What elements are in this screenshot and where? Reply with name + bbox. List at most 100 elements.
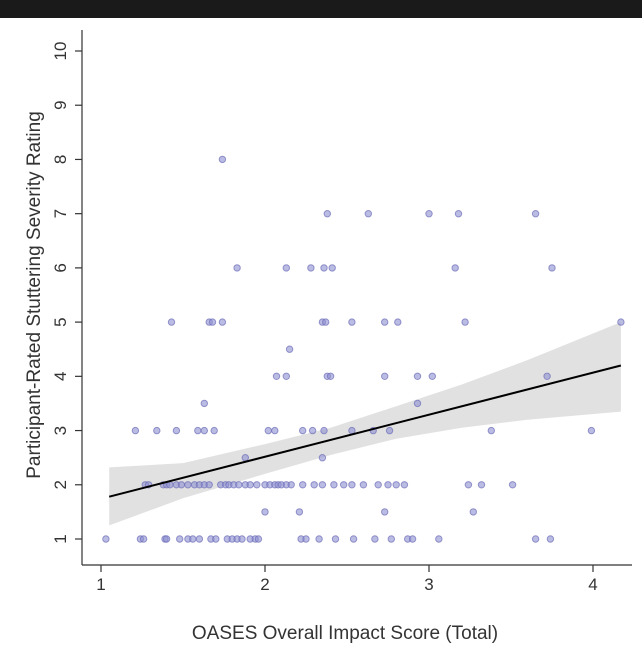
data-point (464, 481, 473, 489)
y-tick-label: 2 (51, 480, 70, 489)
x-tick-label: 4 (588, 575, 597, 594)
x-tick-label: 3 (424, 575, 433, 594)
data-point (454, 210, 463, 218)
data-point (435, 535, 443, 543)
data-point (318, 481, 327, 489)
data-point (210, 426, 218, 435)
data-point (254, 535, 263, 543)
data-point (200, 399, 209, 408)
data-point (385, 426, 394, 435)
data-point (477, 481, 486, 489)
data-point (617, 318, 625, 326)
data-point (189, 535, 197, 543)
x-tick-label: 2 (260, 575, 269, 594)
data-point (139, 535, 148, 543)
data-point (374, 481, 382, 489)
data-point (392, 481, 400, 489)
data-point (451, 264, 459, 272)
data-point (176, 535, 184, 543)
y-tick-label: 1 (51, 534, 70, 543)
data-point (177, 481, 186, 489)
data-point (194, 426, 202, 435)
data-point (235, 481, 243, 489)
confidence-band-layer (109, 322, 621, 526)
data-point (299, 426, 307, 435)
data-point (307, 264, 315, 272)
confidence-band (109, 322, 621, 526)
data-point (348, 481, 356, 489)
data-point (359, 481, 368, 489)
data-point (413, 372, 422, 380)
data-point (153, 426, 161, 435)
x-axis-title: OASES Overall Impact Score (Total) (192, 623, 498, 644)
data-point (394, 318, 402, 326)
data-point (371, 535, 379, 543)
tick-labels: 1 2 3 4 5 6 7 8 9 10 1 2 3 4 (51, 42, 598, 594)
data-point (218, 155, 227, 164)
data-point (322, 318, 330, 326)
data-point (102, 535, 110, 543)
data-point (384, 481, 392, 489)
y-tick-label: 6 (51, 263, 70, 272)
data-point (326, 372, 335, 380)
data-point (469, 508, 477, 516)
data-point (200, 426, 209, 435)
data-point (287, 481, 295, 489)
data-point (413, 399, 422, 408)
data-point (167, 318, 176, 326)
data-point (487, 426, 495, 435)
data-point (212, 535, 220, 543)
data-point (205, 481, 213, 489)
data-point (271, 426, 279, 435)
data-point (381, 318, 389, 326)
data-point (308, 426, 317, 435)
data-point (310, 481, 318, 489)
data-point (330, 481, 338, 489)
data-point (320, 264, 328, 272)
data-point (400, 481, 409, 489)
y-tick-label: 7 (51, 209, 70, 218)
data-point (381, 372, 389, 380)
data-point (233, 264, 241, 272)
top-rule (0, 0, 642, 18)
data-point (131, 426, 140, 435)
data-point (282, 372, 290, 380)
data-point (162, 535, 171, 543)
data-point (323, 210, 331, 218)
y-tick-label: 4 (51, 372, 70, 381)
data-point (364, 210, 372, 218)
data-point (587, 426, 596, 435)
y-tick-label: 3 (51, 426, 70, 435)
data-point (320, 426, 328, 435)
y-tick-label: 10 (51, 42, 70, 61)
data-point (328, 264, 336, 272)
data-point (508, 481, 517, 489)
data-point (543, 372, 551, 380)
data-point (315, 535, 323, 543)
data-point (428, 372, 436, 380)
data-point (195, 535, 204, 543)
data-point (184, 481, 192, 489)
data-point (261, 508, 269, 516)
data-point (340, 481, 348, 489)
data-point (531, 535, 540, 543)
data-point (302, 535, 310, 543)
data-point (272, 372, 281, 380)
axes (81, 30, 632, 566)
y-tick-label: 9 (51, 100, 70, 109)
data-point (531, 210, 540, 218)
data-point (331, 535, 340, 543)
data-point (285, 345, 294, 353)
data-point (238, 535, 246, 543)
fit-line-layer (108, 364, 622, 498)
y-axis-title: Participant-Rated Stuttering Severity Ra… (24, 111, 45, 479)
data-point (253, 481, 261, 489)
data-point (299, 481, 307, 489)
data-point (348, 318, 356, 326)
data-point (387, 535, 395, 543)
data-point (282, 264, 290, 272)
data-point (546, 535, 555, 543)
data-point (548, 264, 556, 272)
data-point (461, 318, 469, 326)
data-point (408, 535, 417, 543)
